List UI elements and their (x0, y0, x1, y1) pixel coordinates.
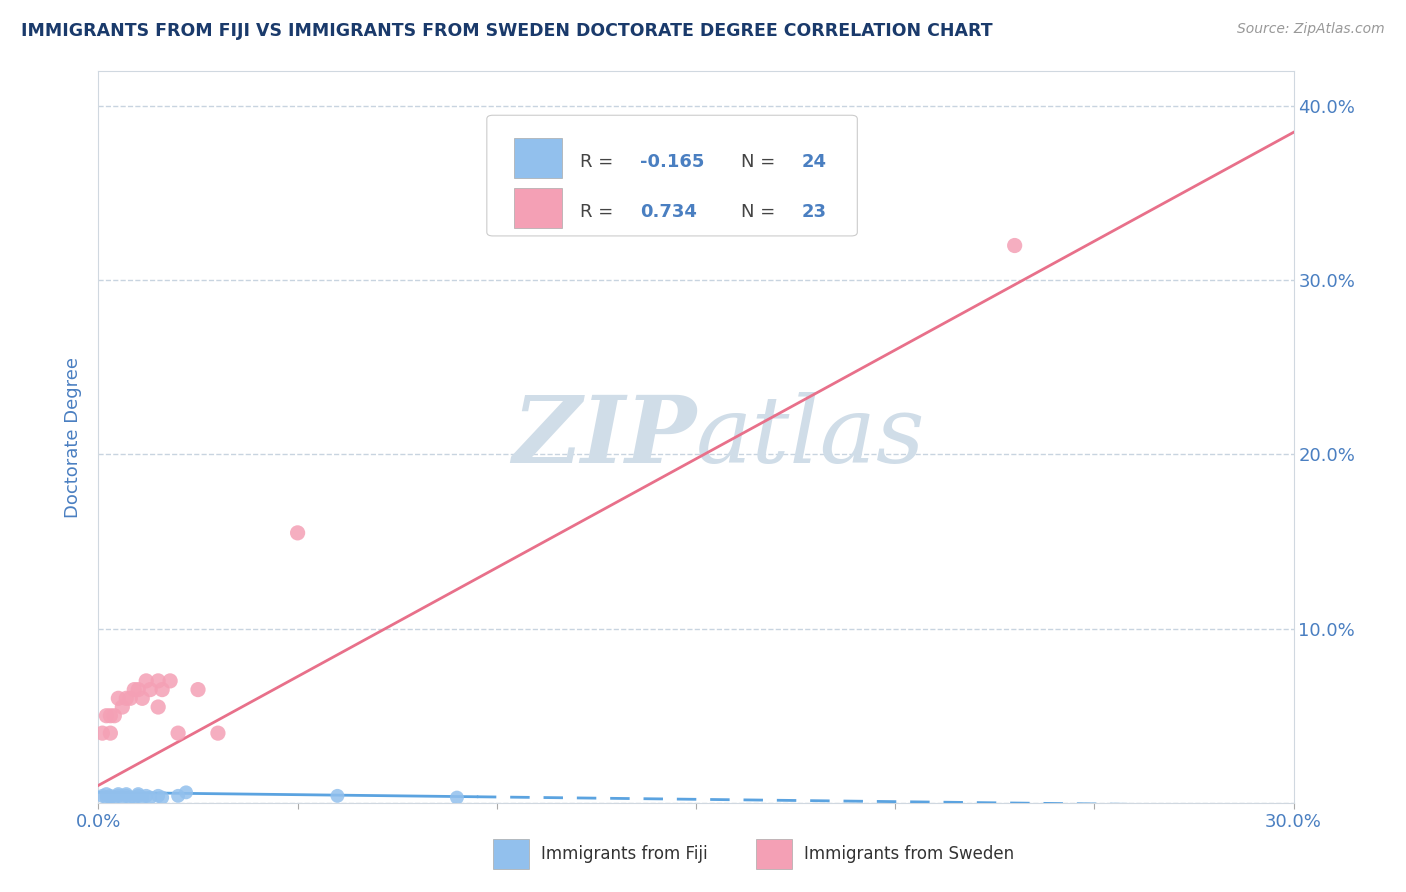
Point (98, 708, 122, 723)
Point (326, 789, 349, 803)
Point (107, 691, 129, 706)
Point (124, 682, 146, 697)
Point (148, 673, 170, 688)
Point (167, 726, 190, 740)
Point (120, 790, 142, 805)
Point (167, 789, 190, 803)
Text: 0.734: 0.734 (640, 202, 697, 221)
Text: -0.165: -0.165 (640, 153, 704, 171)
Point (120, 691, 142, 706)
Text: IMMIGRANTS FROM FIJI VS IMMIGRANTS FROM SWEDEN DOCTORATE DEGREE CORRELATION CHAR: IMMIGRANTS FROM FIJI VS IMMIGRANTS FROM … (21, 22, 993, 40)
Point (98, 789, 122, 803)
FancyBboxPatch shape (486, 115, 858, 235)
Point (96, 708, 118, 723)
Point (103, 708, 125, 723)
Point (446, 790, 468, 805)
Point (174, 785, 197, 799)
Point (139, 682, 162, 697)
Text: atlas: atlas (696, 392, 925, 482)
Text: 23: 23 (801, 202, 827, 221)
Point (139, 790, 162, 805)
Point (207, 726, 229, 740)
Point (127, 682, 149, 697)
Point (124, 790, 146, 805)
Text: 24: 24 (801, 153, 827, 171)
FancyBboxPatch shape (515, 138, 562, 178)
Point (103, 790, 125, 805)
Text: Source: ZipAtlas.com: Source: ZipAtlas.com (1237, 22, 1385, 37)
Text: Immigrants from Sweden: Immigrants from Sweden (804, 845, 1014, 863)
Point (98, 790, 122, 805)
Point (107, 789, 129, 803)
Point (135, 673, 157, 688)
Point (107, 787, 129, 801)
Point (150, 682, 173, 697)
Text: N =: N = (741, 153, 782, 171)
Text: ZIP: ZIP (512, 392, 696, 482)
Point (96, 790, 118, 805)
Point (96, 787, 118, 801)
Point (111, 790, 134, 805)
Point (115, 789, 138, 803)
FancyBboxPatch shape (756, 839, 792, 869)
Point (135, 789, 157, 803)
Text: Immigrants from Fiji: Immigrants from Fiji (541, 845, 707, 863)
Point (91, 726, 114, 740)
Point (91, 789, 114, 803)
Y-axis label: Doctorate Degree: Doctorate Degree (65, 357, 83, 517)
Point (131, 691, 153, 706)
FancyBboxPatch shape (494, 839, 529, 869)
Point (1004, 238, 1026, 252)
Point (127, 789, 149, 803)
Point (148, 700, 170, 714)
Point (187, 682, 209, 697)
Point (115, 787, 138, 801)
Point (287, 525, 309, 540)
Point (150, 790, 173, 805)
FancyBboxPatch shape (515, 187, 562, 228)
Text: R =: R = (581, 153, 619, 171)
Point (159, 673, 181, 688)
Point (115, 691, 138, 706)
Point (131, 790, 153, 805)
Point (111, 700, 134, 714)
Point (148, 789, 170, 803)
Point (127, 787, 149, 801)
Text: R =: R = (581, 202, 619, 221)
Point (98, 726, 122, 740)
Text: N =: N = (741, 202, 782, 221)
